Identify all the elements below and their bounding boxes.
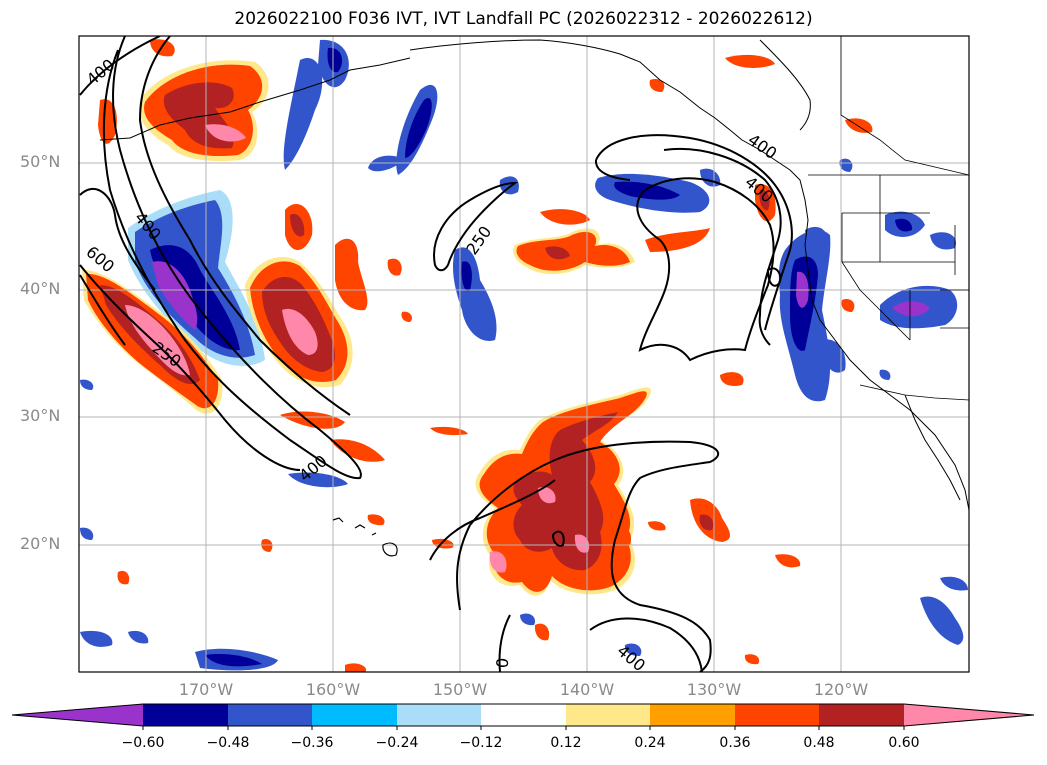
- colorbar-segment: [228, 704, 312, 726]
- lon-label-140w: 140°W: [559, 680, 615, 699]
- coastlines: [99, 39, 969, 511]
- colorbar-segment: [481, 704, 566, 726]
- colorbar-segment: [819, 704, 904, 726]
- contour-label: 0: [493, 657, 513, 669]
- lon-label-120w: 120°W: [813, 680, 869, 699]
- graticule: [79, 36, 969, 672]
- colorbar-tick: −0.36: [290, 735, 334, 751]
- map-title: 2026022100 F036 IVT, IVT Landfall PC (20…: [234, 9, 813, 29]
- colorbar: [11, 703, 1035, 730]
- lat-label-20n: 20°N: [20, 534, 61, 553]
- lat-label-30n: 30°N: [20, 406, 61, 425]
- colorbar-tick: 0.12: [550, 735, 582, 751]
- colorbar-tick: 0.24: [634, 735, 666, 751]
- colorbar-tick: −0.60: [121, 735, 165, 751]
- colorbar-tick: −0.24: [375, 735, 419, 751]
- map-frame: [78, 35, 970, 673]
- lat-label-40n: 40°N: [20, 279, 61, 298]
- colorbar-tick: 0.60: [888, 735, 920, 751]
- negative-ivt-shading: [80, 39, 968, 671]
- colorbar-segment: [566, 704, 650, 726]
- colorbar-tick: −0.48: [206, 735, 250, 751]
- lon-label-130w: 130°W: [686, 680, 742, 699]
- colorbar-segment: [397, 704, 481, 726]
- lat-label-50n: 50°N: [20, 152, 61, 171]
- political-borders: [808, 36, 969, 401]
- colorbar-segment: [143, 704, 228, 726]
- colorbar-segment: [735, 704, 819, 726]
- colorbar-segment: [904, 704, 1034, 726]
- colorbar-segment: [312, 704, 397, 726]
- colorbar-segment: [12, 704, 143, 726]
- ivt-contours: [79, 36, 793, 672]
- colorbar-segment: [650, 704, 735, 726]
- colorbar-tick: −0.12: [459, 735, 503, 751]
- lon-label-150w: 150°W: [432, 680, 488, 699]
- lon-label-170w: 170°W: [178, 680, 234, 699]
- lon-label-160w: 160°W: [305, 680, 361, 699]
- hawaii-islands: [332, 517, 398, 557]
- colorbar-tick: 0.36: [719, 735, 751, 751]
- colorbar-tick: 0.48: [803, 735, 835, 751]
